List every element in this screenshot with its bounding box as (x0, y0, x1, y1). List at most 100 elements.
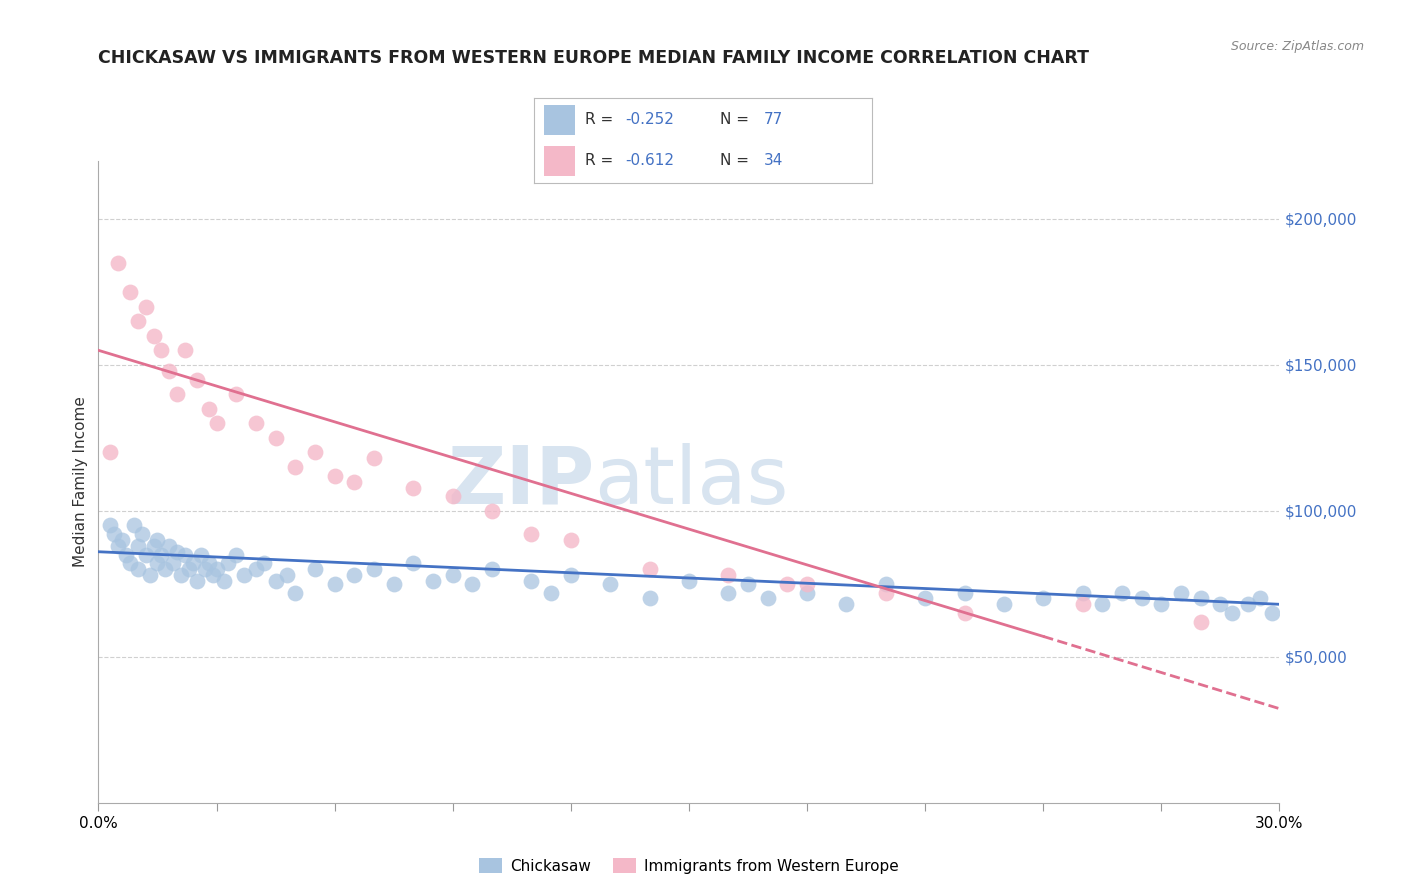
Point (118, 557, 141, 571)
Point (135, 300, 157, 314)
Point (1209, 597, 1232, 611)
Point (205, 562, 228, 576)
FancyBboxPatch shape (544, 146, 575, 176)
Point (1237, 597, 1260, 611)
Point (157, 539, 180, 553)
Point (993, 597, 1015, 611)
Point (323, 577, 346, 591)
Point (1071, 597, 1094, 611)
Point (835, 597, 858, 611)
Text: R =: R = (585, 153, 619, 169)
Point (245, 562, 267, 576)
Point (599, 577, 621, 591)
Point (304, 445, 326, 459)
Point (127, 314, 149, 328)
Point (111, 533, 134, 547)
Point (1071, 585, 1094, 599)
Point (150, 548, 173, 562)
Point (560, 533, 582, 547)
Text: 77: 77 (763, 112, 783, 127)
Point (245, 417, 267, 431)
Point (363, 451, 385, 466)
Point (127, 562, 149, 576)
Point (205, 417, 228, 431)
Point (264, 431, 287, 445)
Point (776, 577, 799, 591)
Point (166, 545, 188, 559)
Point (118, 285, 141, 299)
Point (1249, 591, 1271, 606)
Text: -0.612: -0.612 (626, 153, 675, 169)
Point (103, 527, 125, 541)
Point (638, 591, 661, 606)
Text: R =: R = (585, 112, 619, 127)
Point (264, 574, 287, 588)
Point (177, 562, 200, 576)
Point (122, 518, 145, 533)
Point (953, 606, 976, 620)
Point (520, 527, 543, 541)
Point (441, 489, 464, 503)
Point (197, 557, 219, 571)
Point (1260, 606, 1282, 620)
Point (194, 562, 217, 576)
Point (560, 568, 582, 582)
Text: 34: 34 (763, 153, 783, 169)
Point (170, 568, 193, 582)
Point (363, 562, 385, 576)
Point (441, 568, 464, 582)
Point (146, 557, 169, 571)
Point (174, 343, 197, 358)
Text: N =: N = (720, 153, 754, 169)
Point (214, 574, 236, 588)
Point (107, 256, 129, 270)
Point (540, 585, 562, 599)
Point (481, 504, 503, 518)
Point (107, 539, 129, 553)
Point (142, 328, 165, 343)
Point (284, 460, 307, 475)
Point (737, 577, 759, 591)
Y-axis label: Median Family Income: Median Family Income (73, 396, 89, 567)
Point (796, 577, 818, 591)
Point (276, 568, 298, 582)
Point (142, 539, 165, 553)
Text: CHICKASAW VS IMMIGRANTS FROM WESTERN EUROPE MEDIAN FAMILY INCOME CORRELATION CHA: CHICKASAW VS IMMIGRANTS FROM WESTERN EUR… (98, 49, 1090, 67)
Point (186, 574, 208, 588)
Point (225, 548, 247, 562)
Point (1150, 597, 1173, 611)
Point (253, 557, 276, 571)
Text: N =: N = (720, 112, 754, 127)
Point (138, 568, 160, 582)
Point (146, 533, 169, 547)
Point (875, 585, 897, 599)
Point (402, 557, 425, 571)
Point (157, 364, 180, 378)
Point (382, 577, 405, 591)
Point (678, 574, 700, 588)
Point (422, 574, 444, 588)
Point (323, 468, 346, 483)
Point (225, 387, 247, 401)
Point (402, 481, 425, 495)
Point (131, 527, 153, 541)
Text: -0.252: -0.252 (626, 112, 675, 127)
Text: Source: ZipAtlas.com: Source: ZipAtlas.com (1230, 40, 1364, 54)
Point (115, 548, 138, 562)
Point (166, 387, 188, 401)
Point (162, 557, 184, 571)
Point (1130, 591, 1153, 606)
Point (1170, 585, 1192, 599)
Point (1220, 606, 1243, 620)
Point (343, 475, 366, 489)
Point (343, 568, 366, 582)
Point (150, 343, 173, 358)
Point (190, 548, 212, 562)
Point (135, 548, 157, 562)
Point (638, 562, 661, 576)
FancyBboxPatch shape (544, 105, 575, 135)
Point (481, 562, 503, 576)
Point (796, 585, 818, 599)
Point (461, 577, 484, 591)
Point (756, 591, 779, 606)
